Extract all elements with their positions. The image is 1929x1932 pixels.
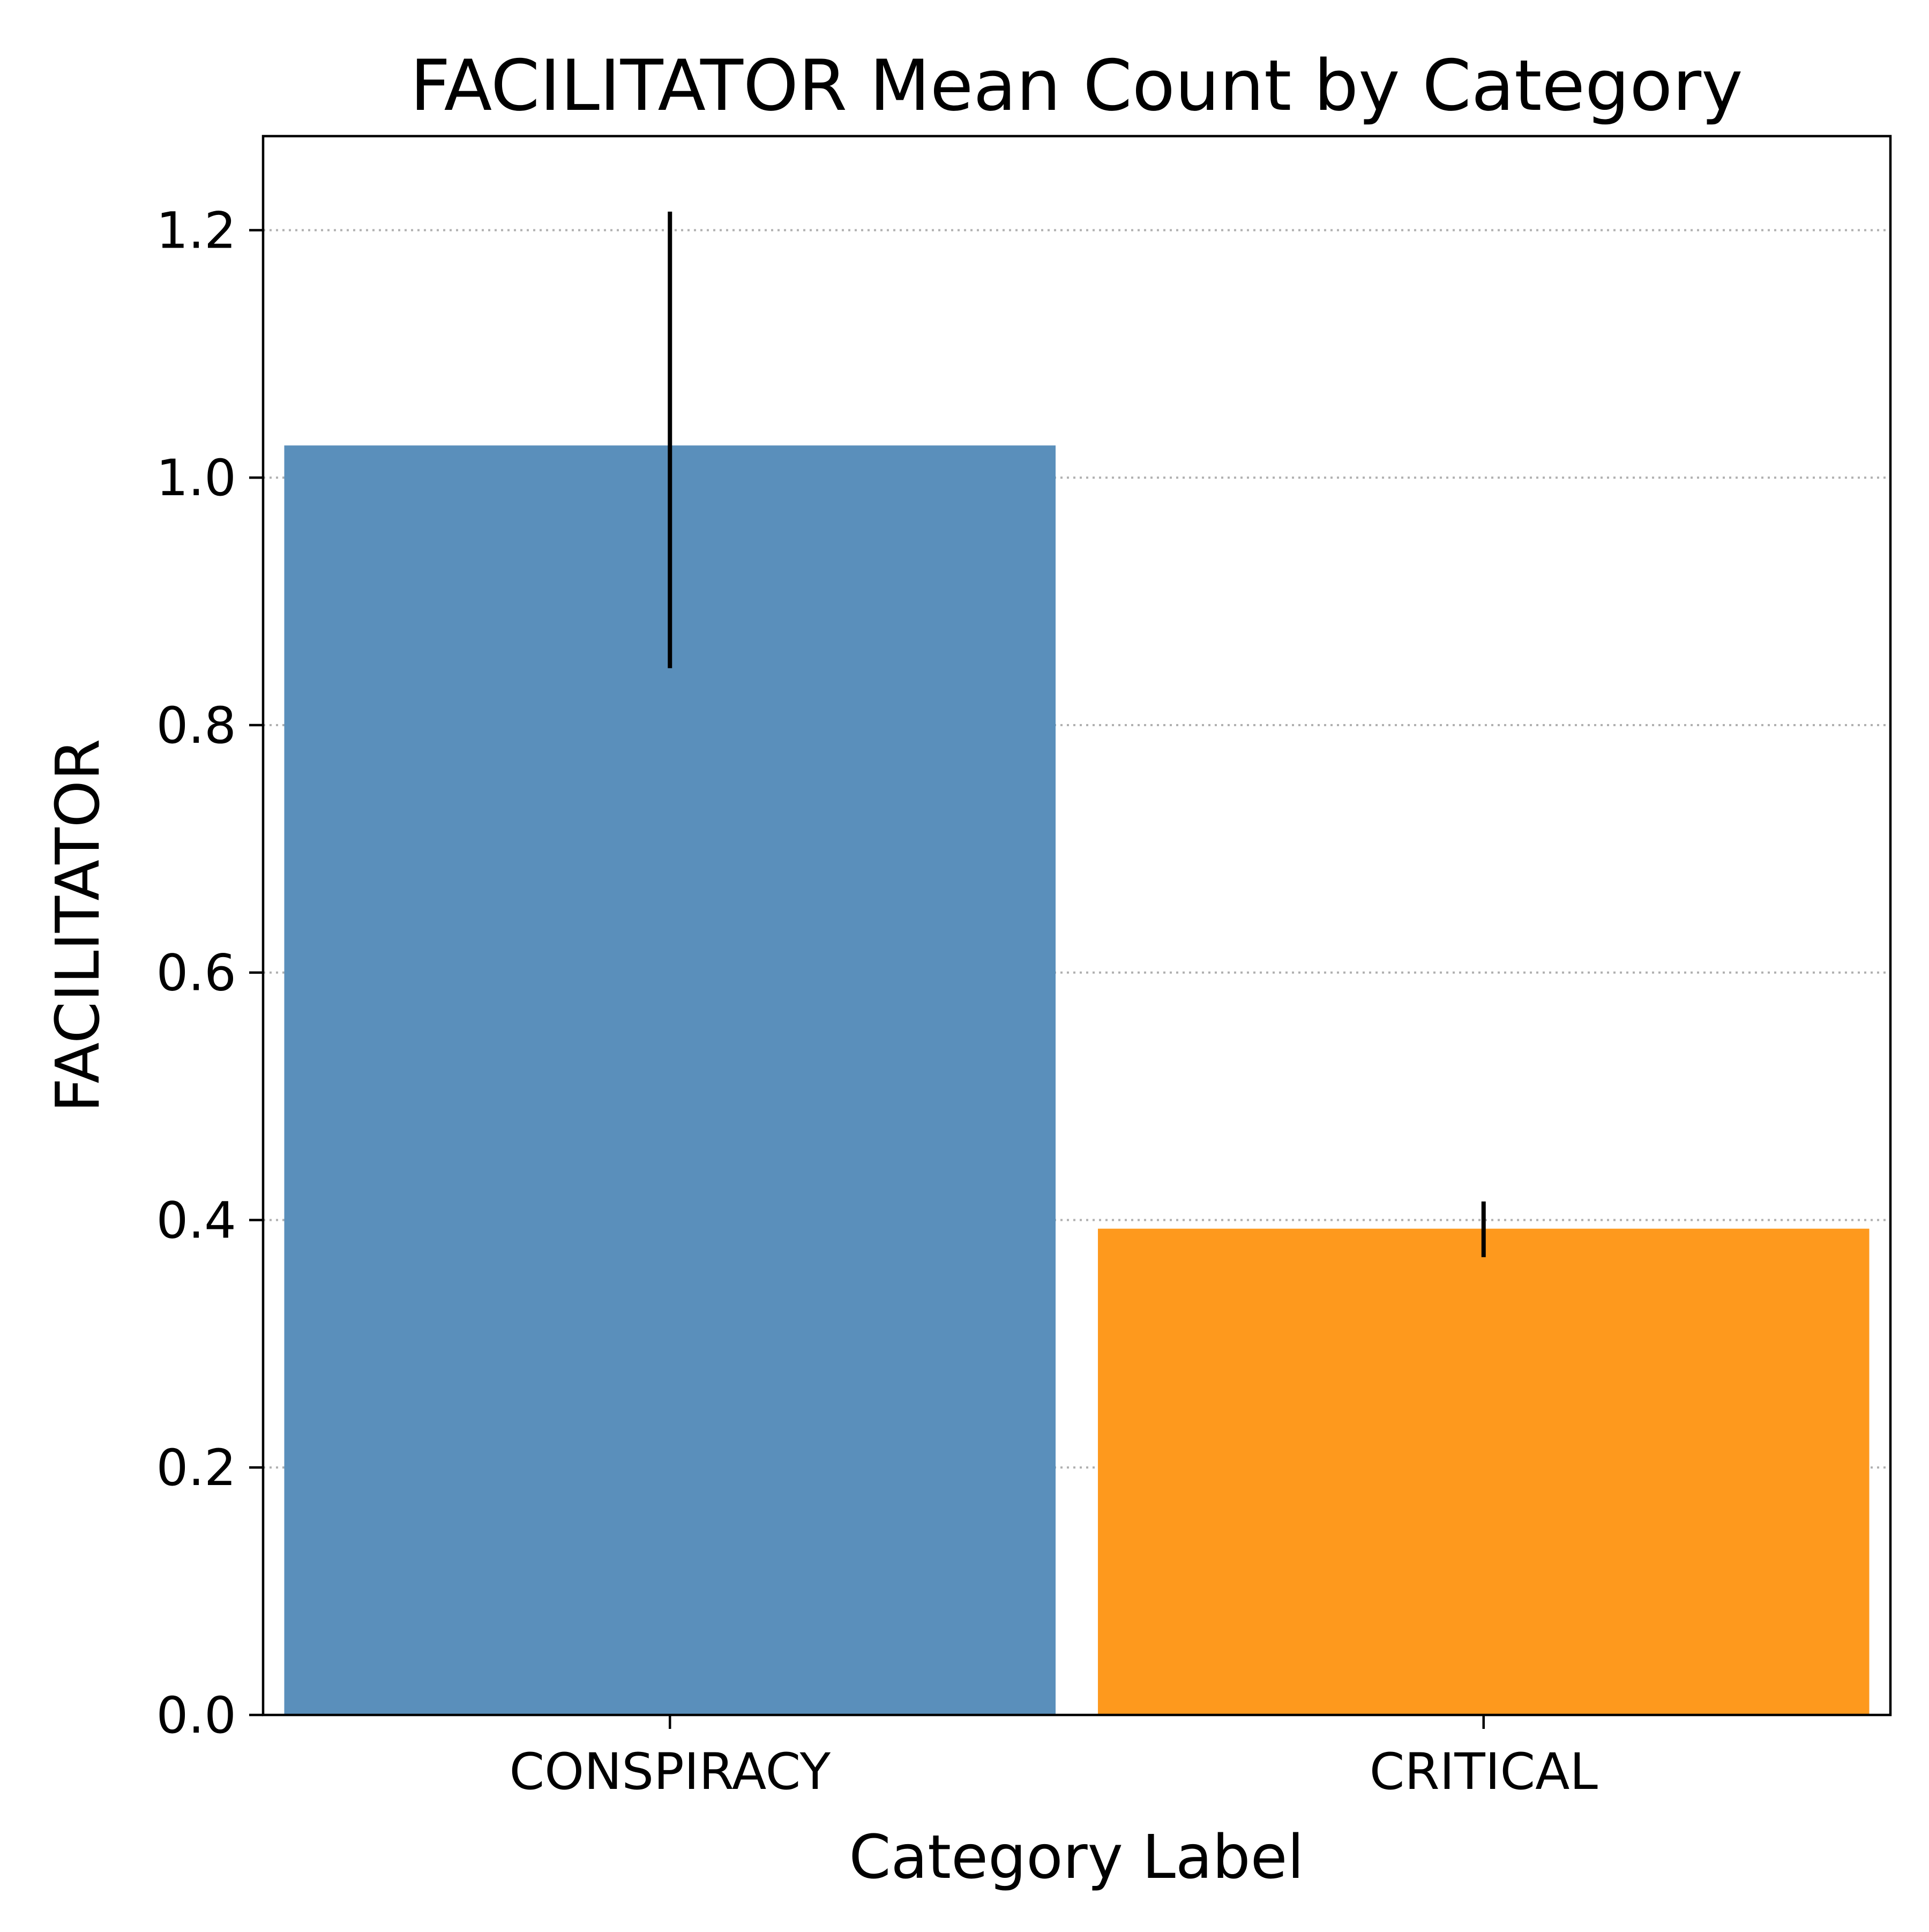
y-tick-label: 0.4 [156,1191,237,1250]
x-tick-label: CRITICAL [1370,1743,1598,1801]
y-axis-ticks: 0.0 0.2 0.4 0.6 0.8 1.0 1.2 [156,202,263,1745]
y-tick-label: 0.2 [156,1439,237,1497]
x-tick-label: CONSPIRACY [509,1743,831,1801]
y-tick-label: 0.8 [156,697,237,755]
y-tick-label: 1.0 [156,449,237,508]
y-tick-label: 0.0 [156,1687,237,1745]
y-tick-label: 0.6 [156,944,237,1003]
y-tick-label: 1.2 [156,202,237,260]
x-axis-ticks: CONSPIRACY CRITICAL [509,1715,1598,1801]
y-axis-label: FACILITATOR [43,739,113,1112]
bar-critical [1097,1228,1870,1715]
x-axis-label: Category Label [849,1823,1304,1892]
error-bars [668,211,1486,1257]
plot-frame [261,135,1892,1717]
chart-title: FACILITATOR Mean Count by Category [410,44,1743,126]
